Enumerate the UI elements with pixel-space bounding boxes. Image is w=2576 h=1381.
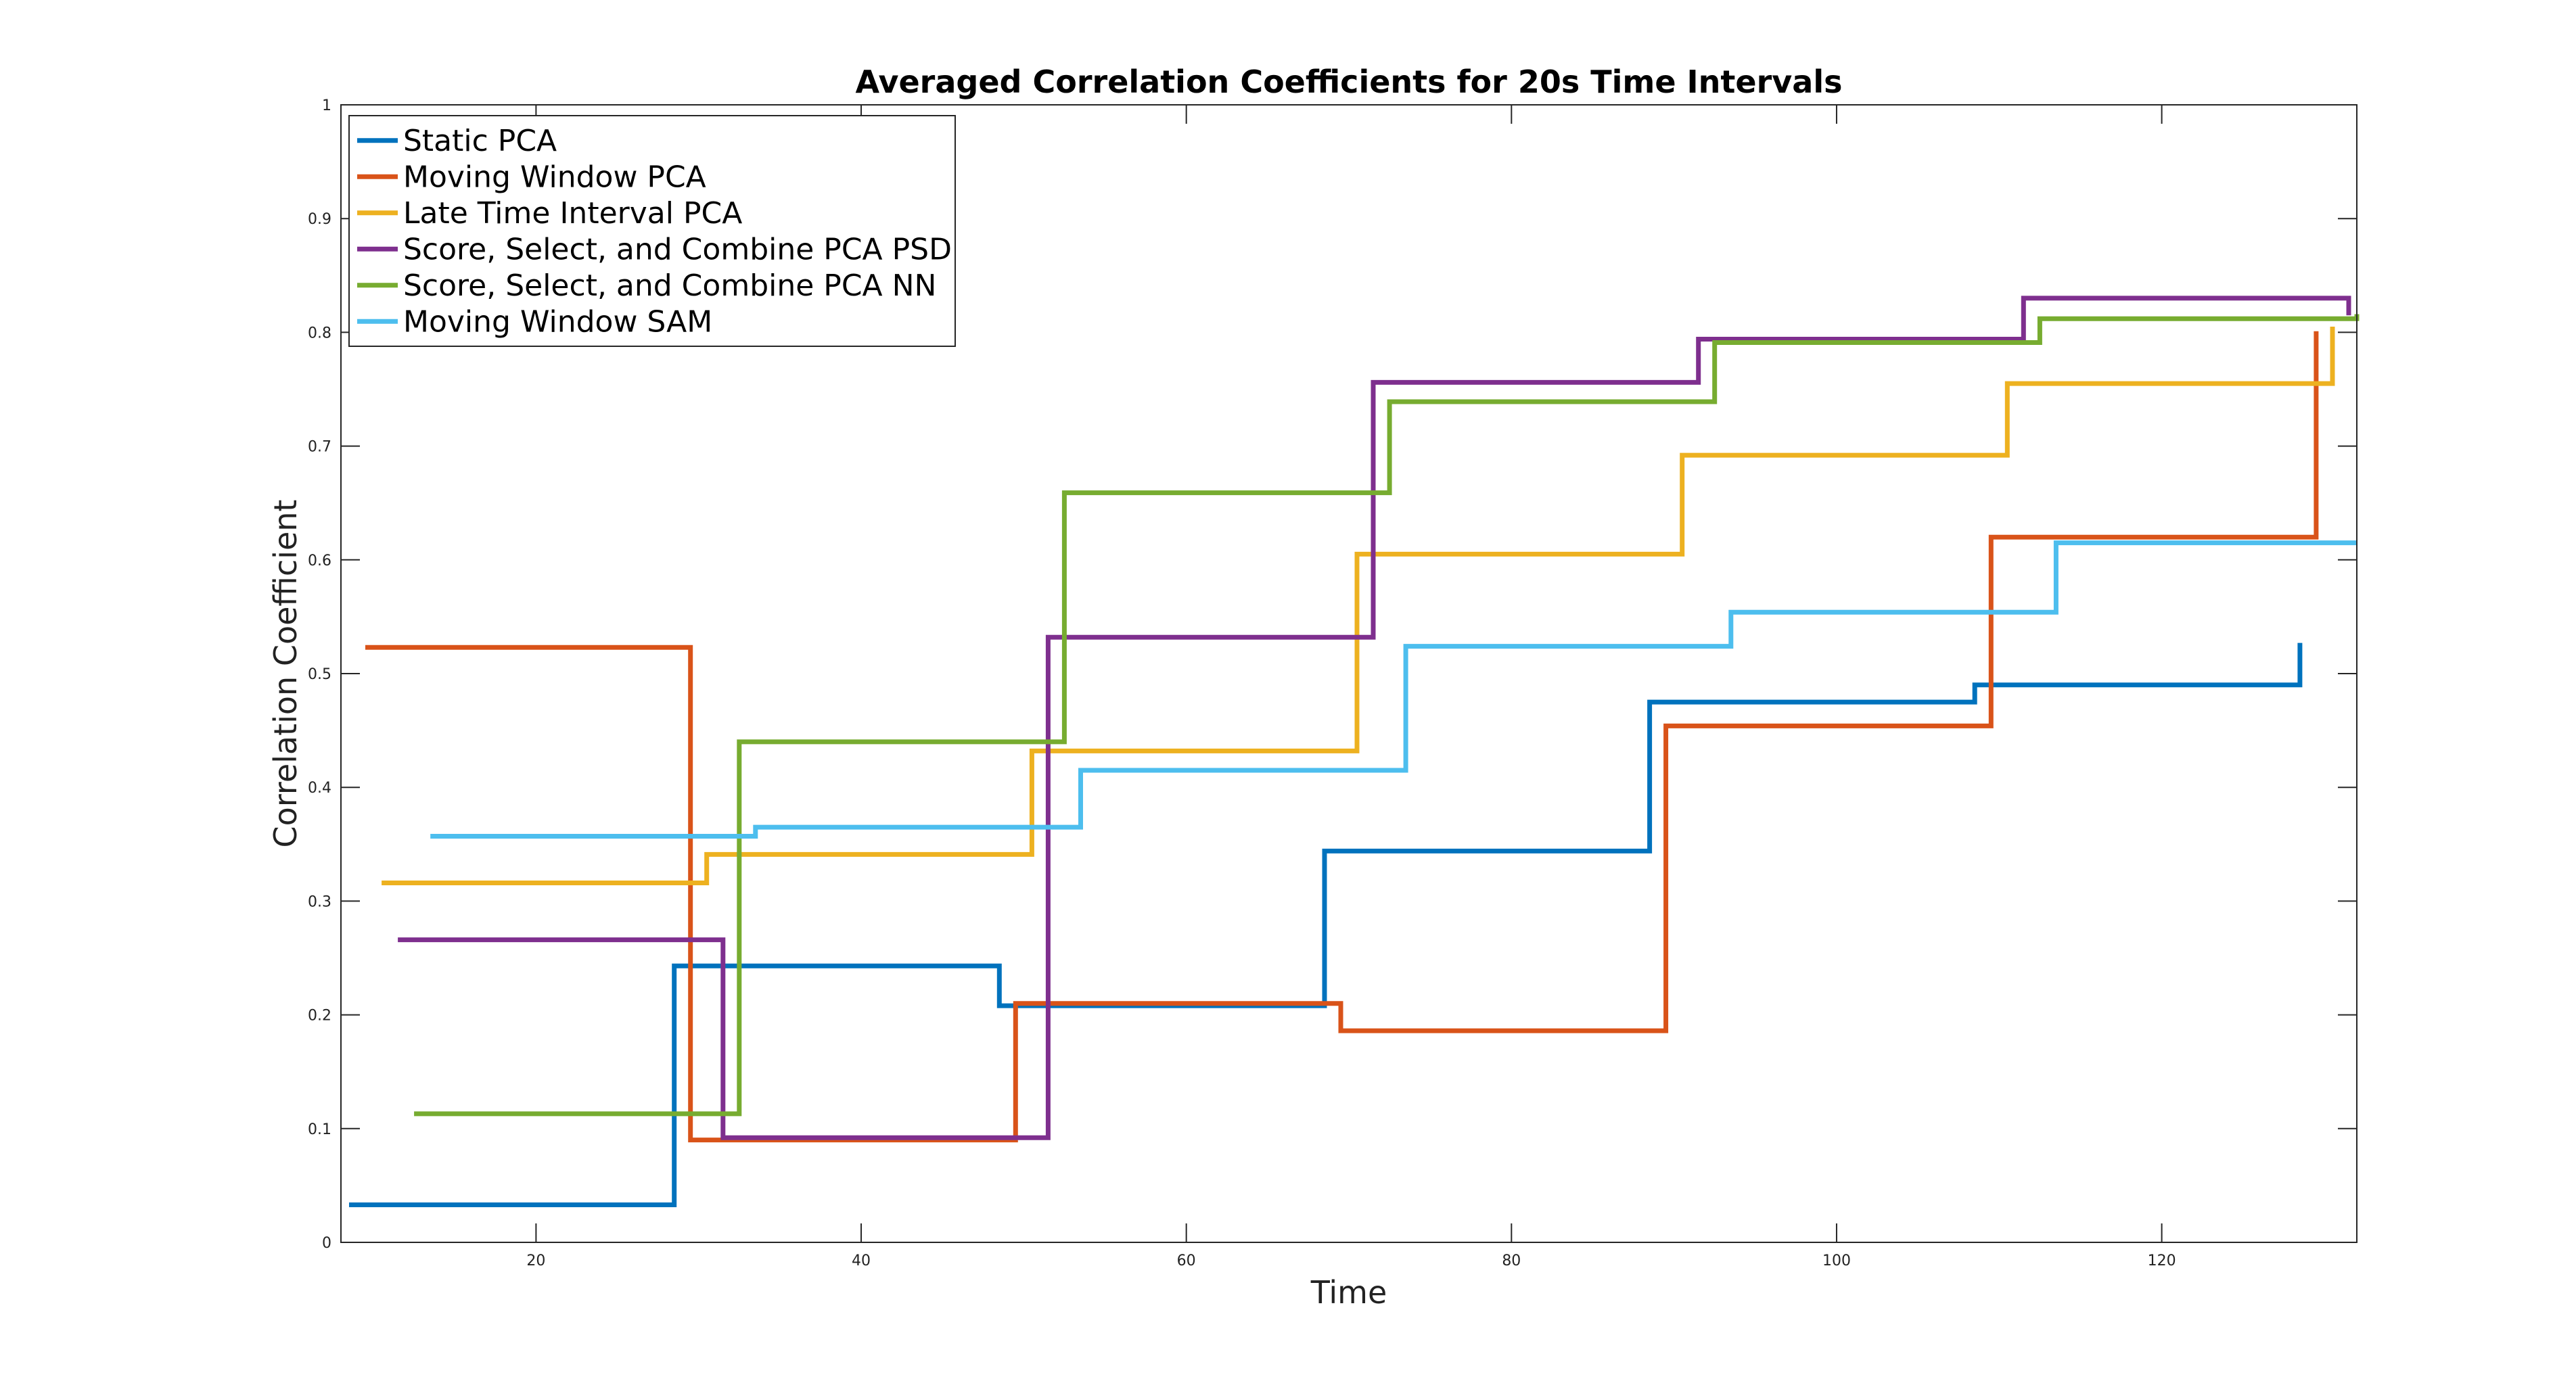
series-line-2 [365, 331, 2319, 1143]
series-line-3 [382, 327, 2335, 885]
legend-label: Score, Select, and Combine PCA PSD [403, 232, 952, 266]
y-tick-label: 0.6 [308, 553, 331, 569]
chart-title: Averaged Correlation Coefficients for 20… [856, 64, 1843, 100]
series-line-4 [398, 296, 2351, 1140]
series-line-5 [414, 314, 2360, 1117]
x-tick-label: 120 [2148, 1253, 2176, 1269]
y-tick-label: 0.2 [308, 1008, 331, 1025]
plot-frame [340, 104, 2358, 1243]
legend-label: Moving Window SAM [403, 304, 712, 339]
y-tick-label: 0 [322, 1235, 331, 1252]
y-tick-label: 0.9 [308, 211, 331, 228]
x-tick-label: 80 [1502, 1253, 1521, 1269]
x-tick-label: 20 [526, 1253, 545, 1269]
y-tick-label: 0.5 [308, 666, 331, 683]
series-line-6 [430, 540, 2357, 839]
legend-label: Static PCA [403, 124, 557, 158]
y-tick-label: 1 [322, 97, 331, 114]
y-tick-label: 0.7 [308, 439, 331, 456]
legend-label: Moving Window PCA [403, 160, 706, 194]
legend-label: Late Time Interval PCA [403, 196, 742, 231]
y-tick-label: 0.8 [308, 325, 331, 342]
x-tick-label: 60 [1177, 1253, 1196, 1269]
x-tick-label: 100 [1822, 1253, 1851, 1269]
y-axis-label: Correlation Coefficient [267, 500, 304, 848]
legend-label: Score, Select, and Combine PCA NN [403, 268, 936, 303]
y-tick-label: 0.4 [308, 780, 331, 797]
y-tick-label: 0.1 [308, 1121, 331, 1138]
series-layer [349, 296, 2360, 1207]
series-line-1 [349, 642, 2303, 1207]
x-axis-label: Time [1310, 1274, 1387, 1311]
y-tick-label: 0.3 [308, 893, 331, 910]
legend-box [348, 115, 956, 347]
tick-labels: 20 40 60 80 100 120 0 0.1 0.2 0.3 0.4 0.5 0.6 0.7 0.8 0… [308, 97, 2176, 1269]
x-tick-label: 40 [852, 1253, 871, 1269]
